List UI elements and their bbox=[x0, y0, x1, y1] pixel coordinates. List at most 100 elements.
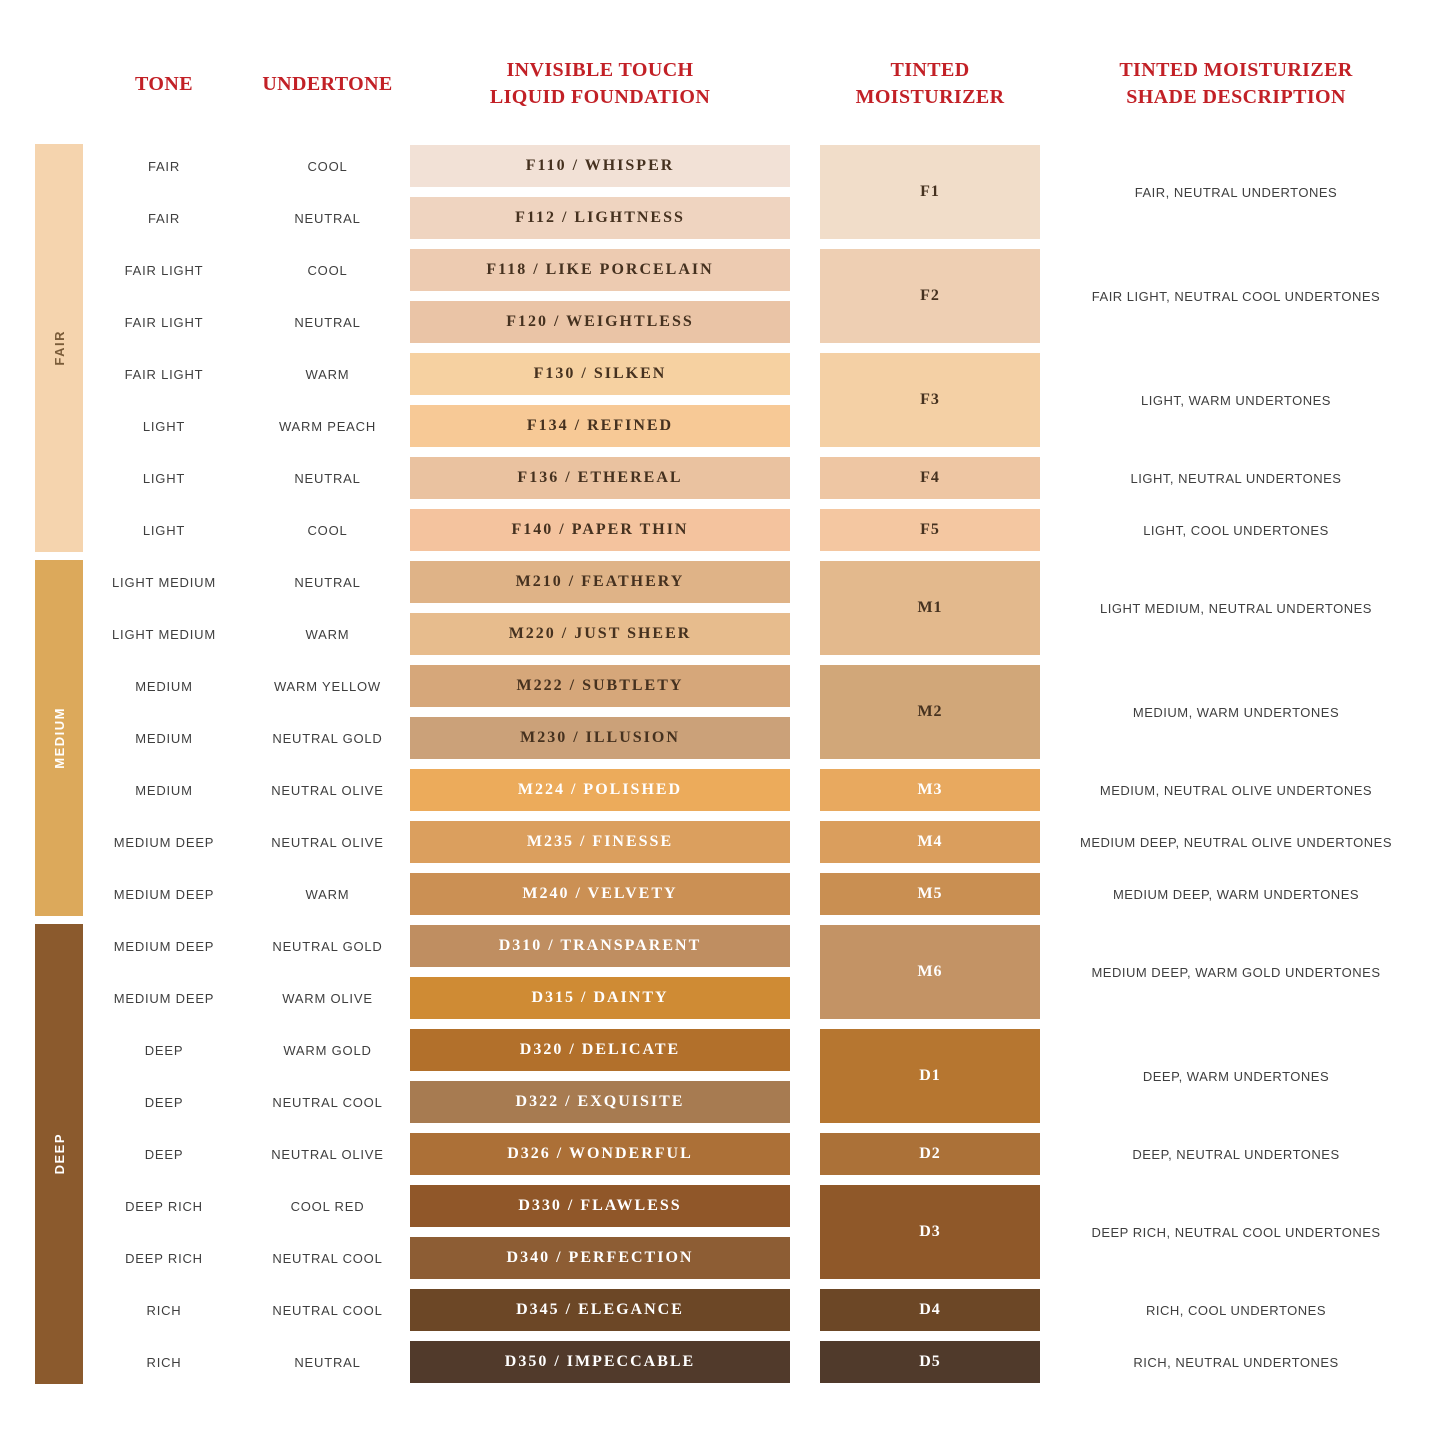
foundation-swatch-d322: D322 / EXQUISITE bbox=[410, 1081, 790, 1123]
shade-description: LIGHT MEDIUM, NEUTRAL UNDERTONES bbox=[1100, 600, 1372, 616]
foundation-swatch-d326: D326 / WONDERFUL bbox=[410, 1133, 790, 1175]
moisturizer-swatch-m4: M4 bbox=[820, 821, 1040, 863]
shade-description: DEEP, NEUTRAL UNDERTONES bbox=[1132, 1146, 1340, 1162]
shade-description: RICH, NEUTRAL UNDERTONES bbox=[1133, 1354, 1339, 1370]
moisturizer-swatch-m6: M6 bbox=[820, 925, 1040, 1019]
tone-cell: LIGHT bbox=[142, 522, 186, 538]
undertone-cell: NEUTRAL OLIVE bbox=[271, 834, 384, 850]
moisturizer-swatch-f5: F5 bbox=[820, 509, 1040, 551]
undertone-cell: NEUTRAL GOLD bbox=[272, 938, 383, 954]
foundation-swatch-f110: F110 / WHISPER bbox=[410, 145, 790, 187]
shade-description: MEDIUM DEEP, NEUTRAL OLIVE UNDERTONES bbox=[1079, 834, 1393, 850]
foundation-swatch-m240: M240 / VELVETY bbox=[410, 873, 790, 915]
foundation-swatch-d340: D340 / PERFECTION bbox=[410, 1237, 790, 1279]
undertone-cell: NEUTRAL COOL bbox=[272, 1094, 383, 1110]
tone-cell: FAIR LIGHT bbox=[124, 314, 204, 330]
undertone-cell: NEUTRAL OLIVE bbox=[271, 782, 384, 798]
tone-cell: RICH bbox=[146, 1354, 182, 1370]
tone-cell: LIGHT MEDIUM bbox=[112, 574, 216, 590]
tone-cell: MEDIUM DEEP bbox=[113, 990, 215, 1006]
moisturizer-swatch-f3: F3 bbox=[820, 353, 1040, 447]
foundation-swatch-m220: M220 / JUST SHEER bbox=[410, 613, 790, 655]
tone-cell: MEDIUM DEEP bbox=[113, 886, 215, 902]
header-liquid-foundation: INVISIBLE TOUCH LIQUID FOUNDATION bbox=[489, 59, 711, 108]
undertone-cell: NEUTRAL bbox=[294, 314, 361, 330]
moisturizer-swatch-d3: D3 bbox=[820, 1185, 1040, 1279]
foundation-swatch-m235: M235 / FINESSE bbox=[410, 821, 790, 863]
foundation-swatch-d350: D350 / IMPECCABLE bbox=[410, 1341, 790, 1383]
undertone-cell: WARM OLIVE bbox=[282, 990, 373, 1006]
moisturizer-swatch-m3: M3 bbox=[820, 769, 1040, 811]
shade-description: LIGHT, WARM UNDERTONES bbox=[1141, 392, 1331, 408]
foundation-swatch-m222: M222 / SUBTLETY bbox=[410, 665, 790, 707]
shade-description: DEEP, WARM UNDERTONES bbox=[1142, 1068, 1330, 1084]
foundation-swatch-d330: D330 / FLAWLESS bbox=[410, 1185, 790, 1227]
sidebar-band-deep: DEEP bbox=[35, 924, 83, 1384]
moisturizer-swatch-d5: D5 bbox=[820, 1341, 1040, 1383]
foundation-swatch-f140: F140 / PAPER THIN bbox=[410, 509, 790, 551]
moisturizer-swatch-d2: D2 bbox=[820, 1133, 1040, 1175]
moisturizer-swatch-f2: F2 bbox=[820, 249, 1040, 343]
foundation-swatch-d315: D315 / DAINTY bbox=[410, 977, 790, 1019]
moisturizer-swatch-m1: M1 bbox=[820, 561, 1040, 655]
undertone-cell: NEUTRAL bbox=[294, 470, 361, 486]
moisturizer-swatch-m5: M5 bbox=[820, 873, 1040, 915]
tone-cell: MEDIUM DEEP bbox=[113, 834, 215, 850]
undertone-cell: NEUTRAL COOL bbox=[272, 1250, 383, 1266]
shade-description: MEDIUM, NEUTRAL OLIVE UNDERTONES bbox=[1099, 782, 1373, 798]
tone-cell: DEEP RICH bbox=[125, 1250, 203, 1266]
foundation-swatch-m224: M224 / POLISHED bbox=[410, 769, 790, 811]
undertone-cell: WARM YELLOW bbox=[273, 678, 382, 694]
foundation-swatch-f112: F112 / LIGHTNESS bbox=[410, 197, 790, 239]
undertone-cell: COOL bbox=[307, 158, 348, 174]
foundation-swatch-f120: F120 / WEIGHTLESS bbox=[410, 301, 790, 343]
shade-description: LIGHT, COOL UNDERTONES bbox=[1143, 522, 1329, 538]
undertone-cell: WARM GOLD bbox=[283, 1042, 372, 1058]
moisturizer-swatch-f1: F1 bbox=[820, 145, 1040, 239]
foundation-swatch-f136: F136 / ETHEREAL bbox=[410, 457, 790, 499]
foundation-swatch-d320: D320 / DELICATE bbox=[410, 1029, 790, 1071]
tone-cell: DEEP bbox=[144, 1146, 184, 1162]
undertone-cell: NEUTRAL bbox=[294, 574, 361, 590]
tone-cell: LIGHT bbox=[142, 418, 186, 434]
tone-cell: FAIR LIGHT bbox=[124, 262, 204, 278]
undertone-cell: WARM bbox=[305, 626, 350, 642]
foundation-swatch-f130: F130 / SILKEN bbox=[410, 353, 790, 395]
sidebar-band-medium: MEDIUM bbox=[35, 560, 83, 916]
shade-description: FAIR, NEUTRAL UNDERTONES bbox=[1134, 184, 1338, 200]
header-undertone: UNDERTONE bbox=[262, 72, 393, 95]
moisturizer-swatch-f4: F4 bbox=[820, 457, 1040, 499]
moisturizer-swatch-m2: M2 bbox=[820, 665, 1040, 759]
tone-cell: FAIR LIGHT bbox=[124, 366, 204, 382]
undertone-cell: NEUTRAL GOLD bbox=[272, 730, 383, 746]
undertone-cell: COOL bbox=[307, 522, 348, 538]
tone-cell: RICH bbox=[146, 1302, 182, 1318]
foundation-swatch-f134: F134 / REFINED bbox=[410, 405, 790, 447]
tone-cell: MEDIUM DEEP bbox=[113, 938, 215, 954]
shade-description: RICH, COOL UNDERTONES bbox=[1145, 1302, 1326, 1318]
undertone-cell: NEUTRAL OLIVE bbox=[271, 1146, 384, 1162]
header-tinted-moisturizer: TINTED MOISTURIZER bbox=[855, 59, 1005, 108]
tone-cell: LIGHT MEDIUM bbox=[112, 626, 216, 642]
moisturizer-swatch-d4: D4 bbox=[820, 1289, 1040, 1331]
tone-cell: MEDIUM bbox=[135, 678, 193, 694]
undertone-cell: WARM PEACH bbox=[278, 418, 377, 434]
tone-cell: DEEP bbox=[144, 1042, 184, 1058]
foundation-swatch-d345: D345 / ELEGANCE bbox=[410, 1289, 790, 1331]
moisturizer-swatch-d1: D1 bbox=[820, 1029, 1040, 1123]
shade-description: DEEP RICH, NEUTRAL COOL UNDERTONES bbox=[1091, 1224, 1381, 1240]
undertone-cell: COOL bbox=[307, 262, 348, 278]
sidebar-band-label: FAIR bbox=[51, 330, 67, 366]
sidebar-band-label: DEEP bbox=[51, 1133, 67, 1175]
undertone-cell: WARM bbox=[305, 366, 350, 382]
tone-cell: FAIR bbox=[147, 210, 181, 226]
tone-cell: MEDIUM bbox=[135, 782, 193, 798]
foundation-swatch-d310: D310 / TRANSPARENT bbox=[410, 925, 790, 967]
foundation-swatch-m210: M210 / FEATHERY bbox=[410, 561, 790, 603]
sidebar-band-fair: FAIR bbox=[35, 144, 83, 552]
foundation-swatch-m230: M230 / ILLUSION bbox=[410, 717, 790, 759]
tone-cell: FAIR bbox=[147, 158, 181, 174]
undertone-cell: NEUTRAL COOL bbox=[272, 1302, 383, 1318]
undertone-cell: COOL RED bbox=[290, 1198, 365, 1214]
